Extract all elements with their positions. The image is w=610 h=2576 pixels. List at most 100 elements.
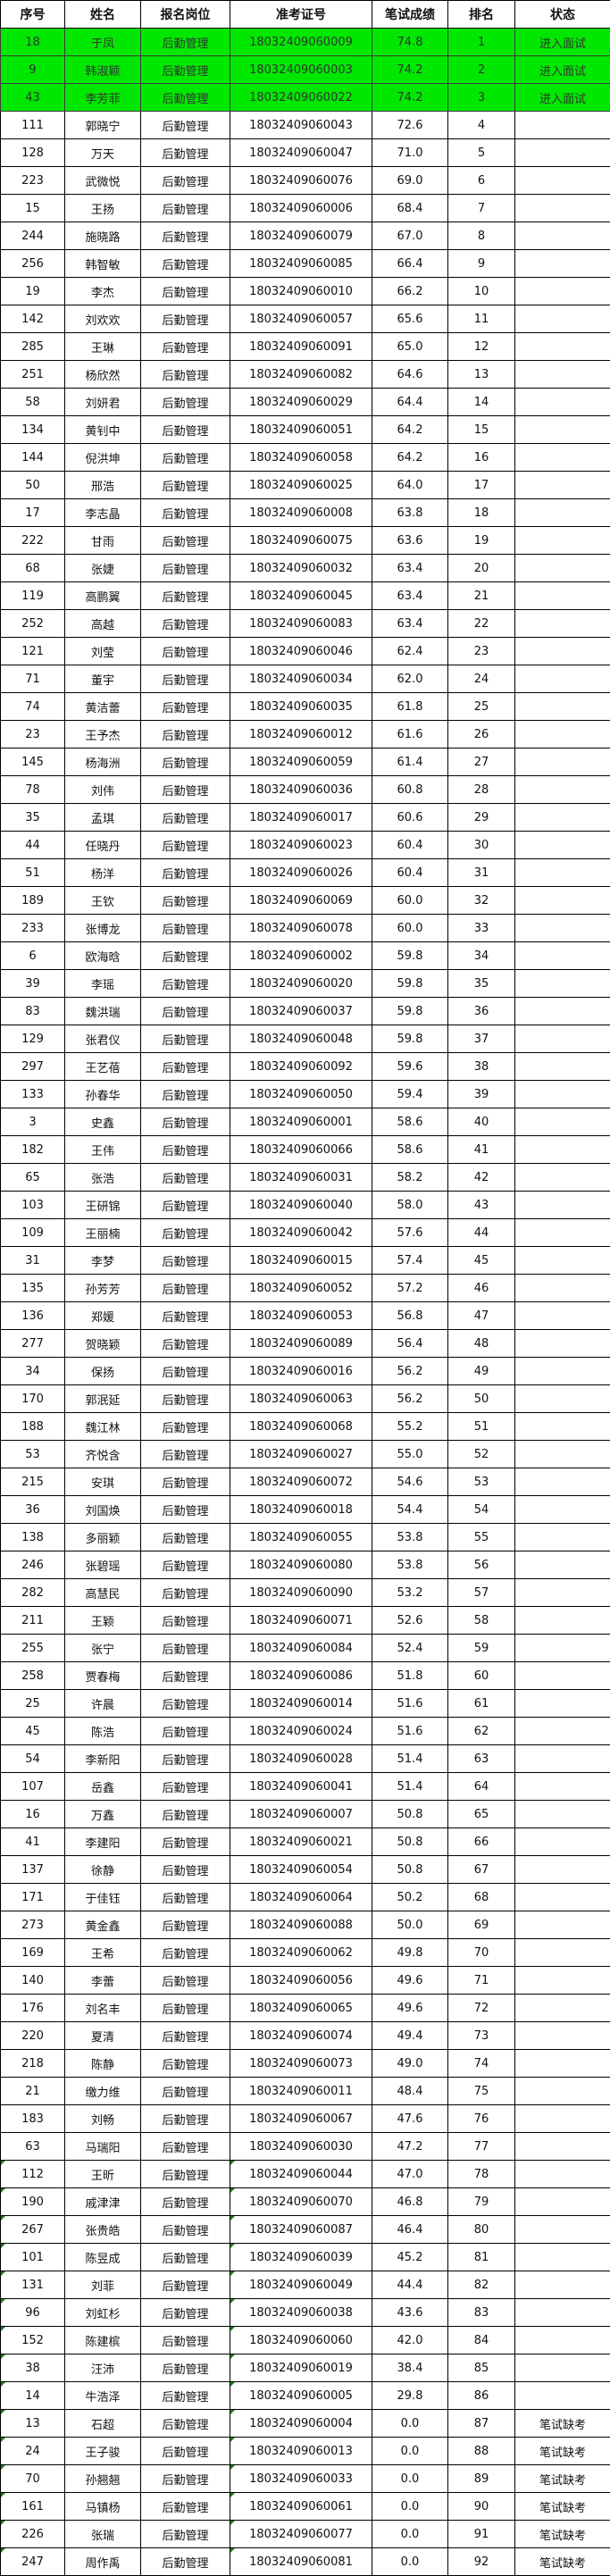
cell-post: 后勤管理	[140, 1495, 230, 1524]
cell-exam-id: 18032409060066	[230, 1135, 372, 1164]
cell-status	[514, 692, 610, 721]
cell-score: 65.0	[372, 332, 448, 361]
cell-seq: 41	[0, 1827, 65, 1856]
cell-rank: 55	[447, 1523, 515, 1551]
table-row: 96 刘虹杉 后勤管理 18032409060038 43.6 83	[0, 2298, 610, 2327]
cell-post: 后勤管理	[140, 2381, 230, 2410]
cell-status	[514, 443, 610, 472]
cell-exam-id: 18032409060006	[230, 194, 372, 222]
cell-rank: 63	[447, 1744, 515, 1773]
cell-name: 李建阳	[64, 1827, 141, 1856]
cell-name: 韩淑颖	[64, 55, 141, 84]
cell-seq: 220	[0, 2021, 65, 2050]
cell-rank: 34	[447, 941, 515, 970]
cell-post: 后勤管理	[140, 2187, 230, 2216]
cell-seq: 170	[0, 1384, 65, 1413]
table-row: 220 夏清 后勤管理 18032409060074 49.4 73	[0, 2021, 610, 2050]
cell-name: 黄钊中	[64, 415, 141, 444]
cell-exam-id: 18032409060091	[230, 332, 372, 361]
cell-exam-id: 18032409060035	[230, 692, 372, 721]
cell-rank: 87	[447, 2409, 515, 2438]
cell-status	[514, 2298, 610, 2327]
cell-post: 后勤管理	[140, 305, 230, 333]
cell-name: 岳鑫	[64, 1772, 141, 1801]
cell-status	[514, 1384, 610, 1413]
cell-seq: 188	[0, 1412, 65, 1441]
cell-name: 孙翘翘	[64, 2464, 141, 2493]
cell-score: 51.6	[372, 1717, 448, 1745]
cell-post: 后勤管理	[140, 1634, 230, 1662]
cell-status	[514, 1966, 610, 1995]
cell-seq: 183	[0, 2104, 65, 2133]
cell-score: 62.4	[372, 637, 448, 665]
cell-exam-id: 18032409060085	[230, 249, 372, 278]
cell-rank: 89	[447, 2464, 515, 2493]
cell-post: 后勤管理	[140, 1218, 230, 1247]
cell-rank: 22	[447, 609, 515, 638]
table-row: 140 李蕾 后勤管理 18032409060056 49.6 71	[0, 1966, 610, 1995]
cell-score: 51.6	[372, 1689, 448, 1718]
cell-rank: 69	[447, 1911, 515, 1939]
cell-name: 魏洪瑞	[64, 997, 141, 1025]
cell-name: 韩智敏	[64, 249, 141, 278]
cell-score: 49.4	[372, 2021, 448, 2050]
cell-status	[514, 914, 610, 942]
cell-seq: 133	[0, 1080, 65, 1108]
cell-exam-id: 18032409060074	[230, 2021, 372, 2050]
cell-seq: 211	[0, 1606, 65, 1635]
cell-rank: 65	[447, 1800, 515, 1828]
cell-score: 64.0	[372, 471, 448, 499]
cell-seq: 15	[0, 194, 65, 222]
cell-exam-id: 18032409060089	[230, 1329, 372, 1358]
table-row: 36 刘国焕 后勤管理 18032409060018 54.4 54	[0, 1495, 610, 1524]
cell-rank: 49	[447, 1357, 515, 1385]
cell-rank: 57	[447, 1578, 515, 1607]
cell-score: 0.0	[372, 2464, 448, 2493]
cell-score: 59.6	[372, 1052, 448, 1081]
cell-exam-id: 18032409060037	[230, 997, 372, 1025]
cell-score: 51.8	[372, 1661, 448, 1690]
cell-exam-id: 18032409060067	[230, 2104, 372, 2133]
cell-seq: 13	[0, 2409, 65, 2438]
cell-exam-id: 18032409060073	[230, 2049, 372, 2078]
table-row: 121 刘莹 后勤管理 18032409060046 62.4 23	[0, 637, 610, 665]
cell-name: 任晓丹	[64, 831, 141, 859]
cell-name: 安琪	[64, 1468, 141, 1496]
cell-score: 56.2	[372, 1384, 448, 1413]
table-row: 83 魏洪瑞 后勤管理 18032409060037 59.8 36	[0, 997, 610, 1025]
cell-name: 汪沛	[64, 2354, 141, 2382]
cell-name: 李杰	[64, 277, 141, 305]
cell-rank: 14	[447, 388, 515, 416]
cell-rank: 13	[447, 360, 515, 389]
cell-exam-id: 18032409060008	[230, 498, 372, 527]
table-row: 273 黄金鑫 后勤管理 18032409060088 50.0 69	[0, 1911, 610, 1939]
cell-name: 陈昱成	[64, 2243, 141, 2271]
cell-seq: 226	[0, 2520, 65, 2548]
cell-status: 笔试缺考	[514, 2547, 610, 2576]
cell-exam-id: 18032409060045	[230, 581, 372, 610]
cell-rank: 66	[447, 1827, 515, 1856]
cell-rank: 30	[447, 831, 515, 859]
cell-score: 50.8	[372, 1855, 448, 1884]
cell-status	[514, 2077, 610, 2105]
table-row: 103 王研锦 后勤管理 18032409060040 58.0 43	[0, 1191, 610, 1219]
table-row: 101 陈昱成 后勤管理 18032409060039 45.2 81	[0, 2243, 610, 2271]
cell-status	[514, 1191, 610, 1219]
cell-seq: 137	[0, 1855, 65, 1884]
cell-exam-id: 18032409060027	[230, 1440, 372, 1468]
cell-seq: 36	[0, 1495, 65, 1524]
cell-seq: 71	[0, 665, 65, 693]
cell-post: 后勤管理	[140, 2104, 230, 2133]
cell-status: 进入面试	[514, 55, 610, 84]
cell-score: 51.4	[372, 1744, 448, 1773]
cell-rank: 78	[447, 2160, 515, 2188]
cell-rank: 51	[447, 1412, 515, 1441]
cell-post: 后勤管理	[140, 1800, 230, 1828]
table-row: 50 邢浩 后勤管理 18032409060025 64.0 17	[0, 471, 610, 499]
table-row: 14 牛浩泽 后勤管理 18032409060005 29.8 86	[0, 2381, 610, 2410]
cell-name: 杨海洲	[64, 748, 141, 776]
cell-status	[514, 969, 610, 998]
cell-score: 58.0	[372, 1191, 448, 1219]
cell-exam-id: 18032409060001	[230, 1108, 372, 1136]
cell-exam-id: 18032409060013	[230, 2437, 372, 2465]
